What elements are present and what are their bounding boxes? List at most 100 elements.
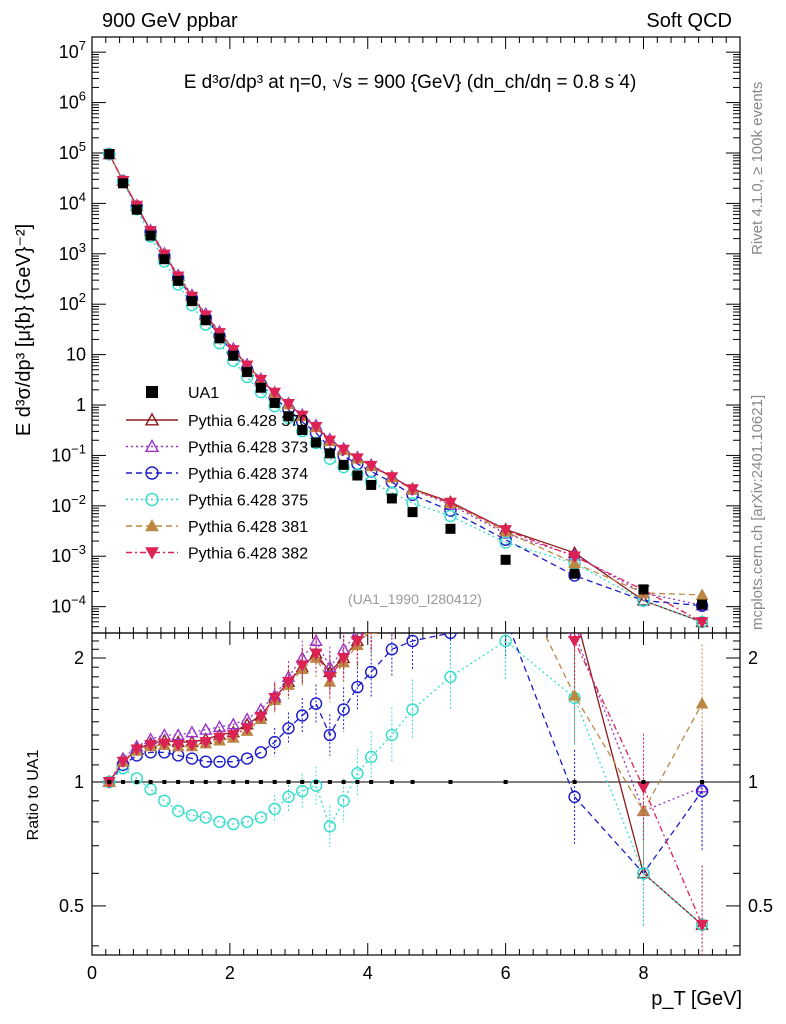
data-point [254,374,268,387]
data-point [255,382,266,393]
data-point [185,740,199,752]
data-point [295,660,309,672]
data-point [199,811,212,824]
data-point [311,437,322,448]
data-point [324,448,335,459]
header-right: Soft QCD [646,10,732,32]
data-point [385,643,399,656]
data-point [637,867,650,880]
y-tick-label: 10−4 [51,593,86,617]
data-point [323,820,337,833]
data-point [337,444,350,457]
data-point [212,720,227,733]
data-point [355,779,360,784]
data-point [568,790,581,804]
data-point [366,479,377,490]
ratio-panel-series [102,633,709,955]
data-point [337,703,350,716]
ratio-line [108,640,703,926]
data-point [695,617,709,629]
data-point [641,779,646,784]
data-point [337,794,350,808]
data-point [389,779,394,784]
header-left: 900 GeV ppbar [102,10,238,32]
data-point [282,790,295,804]
data-point [171,728,185,741]
data-point [300,779,305,784]
data-point [242,367,253,378]
data-point [351,767,364,780]
data-point [268,735,281,749]
data-point [503,779,508,784]
ratio-tick-label-right: 0.5 [748,896,773,916]
data-point [217,779,222,784]
data-point [309,421,323,434]
ratio-tick-label-right: 2 [748,648,758,668]
ratio-tick-label: 0.5 [59,896,84,916]
data-point [309,697,323,710]
plot-frames [91,36,741,956]
data-point [695,588,709,600]
data-point [107,779,112,784]
ratio-line [108,633,703,813]
data-point [364,750,378,764]
legend-label: Pythia 6.428 374 [188,466,308,483]
data-point [240,360,254,373]
data-point [364,460,378,473]
data-point [695,919,709,932]
data-point [327,779,332,784]
data-point [406,703,419,716]
data-point [309,648,323,661]
data-point [213,732,226,745]
ratio-line [108,633,703,875]
data-point [226,345,240,357]
data-point [569,568,580,579]
data-point [636,593,651,606]
data-point [444,670,457,684]
data-point [295,410,309,423]
data-point [351,680,364,694]
data-point [146,386,158,398]
data-point [231,779,236,784]
ratio-tick-label: 2 [74,648,84,668]
data-point [337,653,350,665]
data-point [145,230,156,241]
data-point [695,697,709,709]
data-point [199,755,212,768]
data-point [213,815,226,829]
y-tick-label: 10−1 [51,441,86,465]
series-line [108,153,703,606]
data-point [385,472,399,484]
legend-label: Pythia 6.428 373 [188,440,308,457]
data-point [268,802,281,816]
data-point [636,866,651,879]
data-point [226,730,240,742]
data-point [185,752,199,765]
analysis-tag: (UA1_1990_I280412) [348,591,482,607]
data-series [102,147,709,955]
data-point [185,809,199,822]
data-point [444,633,457,640]
data-point [173,275,184,286]
data-point [296,784,309,798]
ratio-tick-label-right: 1 [748,772,758,792]
data-point [338,459,349,470]
data-point [444,509,457,523]
data-point [240,815,254,829]
data-point [272,779,277,784]
data-point [499,634,512,648]
data-point [171,740,185,752]
data-point [121,779,126,784]
data-point [568,551,581,563]
data-point [254,746,268,759]
data-point [385,728,399,742]
data-point [185,725,199,738]
data-point [199,722,213,735]
data-point [445,523,456,534]
data-point [144,439,160,452]
data-point [323,660,337,673]
data-point [144,783,157,796]
data-point [104,149,115,160]
data-point [406,497,419,510]
data-point [386,493,397,504]
